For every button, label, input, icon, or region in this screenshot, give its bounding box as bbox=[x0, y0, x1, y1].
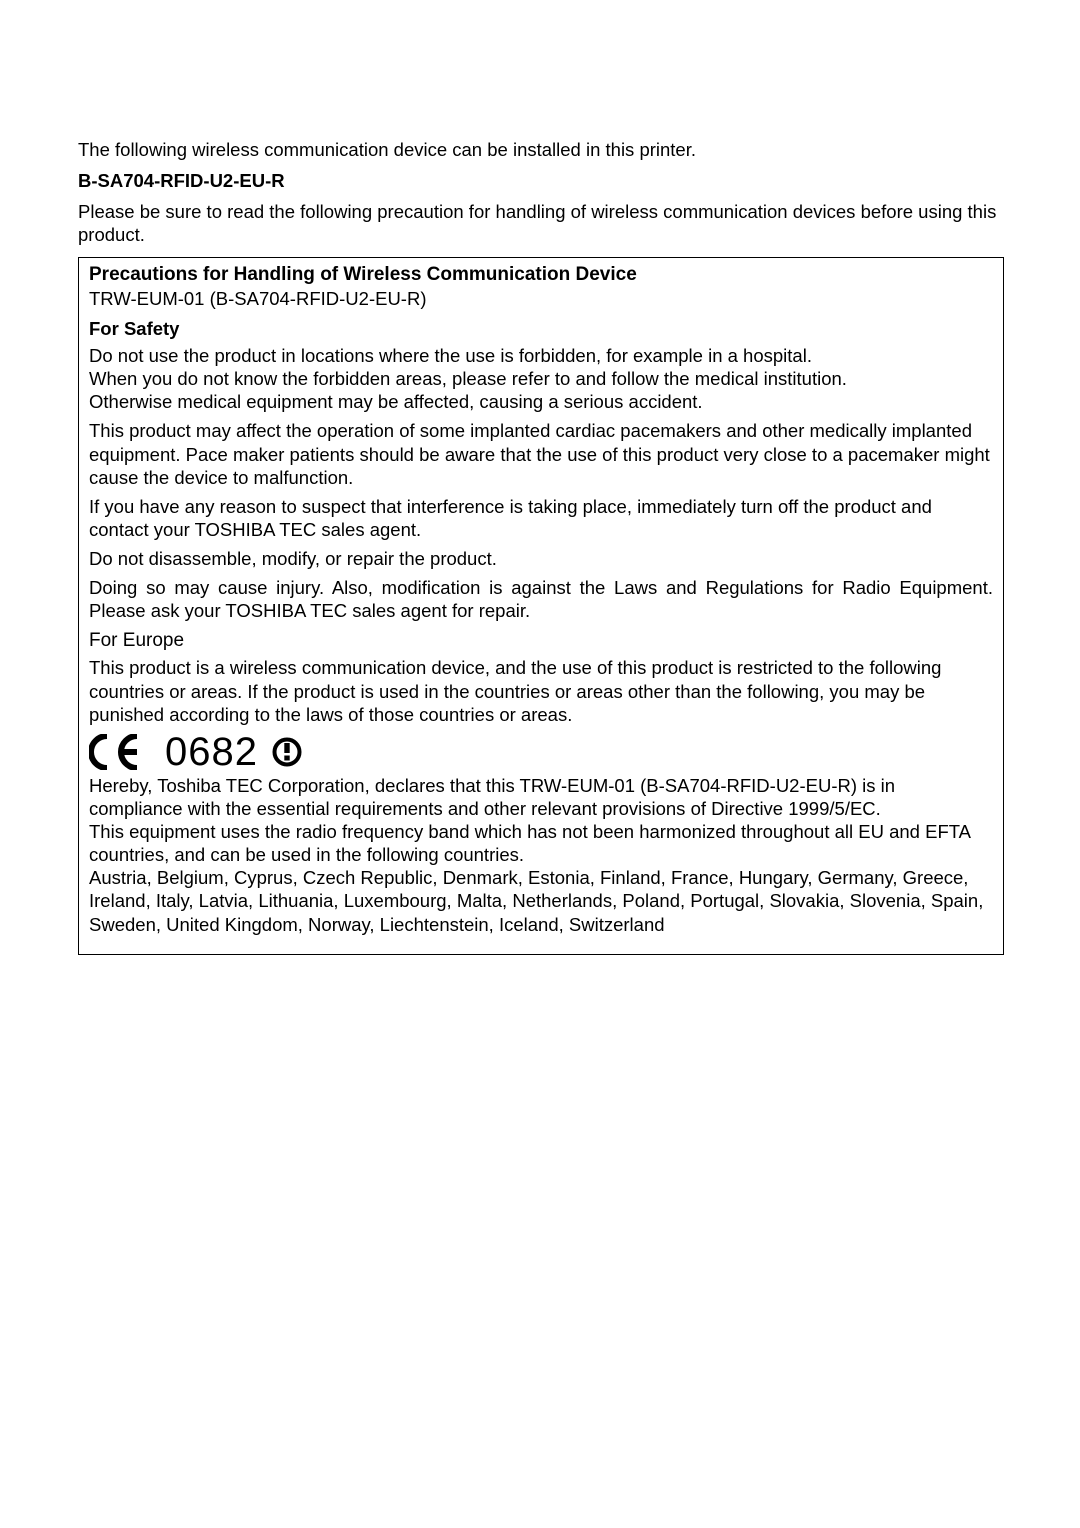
box-title: Precautions for Handling of Wireless Com… bbox=[89, 264, 993, 286]
ce-mark-row: 0682 bbox=[89, 732, 993, 772]
intro-text: The following wireless communication dev… bbox=[78, 138, 1006, 162]
ce-mark-icon bbox=[89, 734, 151, 770]
safety-p2: This product may affect the operation of… bbox=[89, 419, 993, 488]
region-heading: For Europe bbox=[89, 630, 993, 652]
alert-icon bbox=[272, 737, 302, 767]
precautions-box: Precautions for Handling of Wireless Com… bbox=[78, 257, 1004, 955]
model-number: B-SA704-RFID-U2-EU-R bbox=[78, 170, 1006, 192]
safety-p4: Do not disassemble, modify, or repair th… bbox=[89, 547, 993, 570]
safety-p1: Do not use the product in locations wher… bbox=[89, 344, 993, 413]
compliance-text: Hereby, Toshiba TEC Corporation, declare… bbox=[89, 774, 993, 936]
safety-heading: For Safety bbox=[89, 318, 993, 340]
safety-p3: If you have any reason to suspect that i… bbox=[89, 495, 993, 541]
safety-p5: Doing so may cause injury. Also, modific… bbox=[89, 576, 993, 622]
prelude-text: Please be sure to read the following pre… bbox=[78, 200, 1006, 247]
region-p1: This product is a wireless communication… bbox=[89, 656, 993, 725]
ce-number: 0682 bbox=[165, 732, 258, 772]
box-subtitle: TRW-EUM-01 (B-SA704-RFID-U2-EU-R) bbox=[89, 288, 993, 310]
